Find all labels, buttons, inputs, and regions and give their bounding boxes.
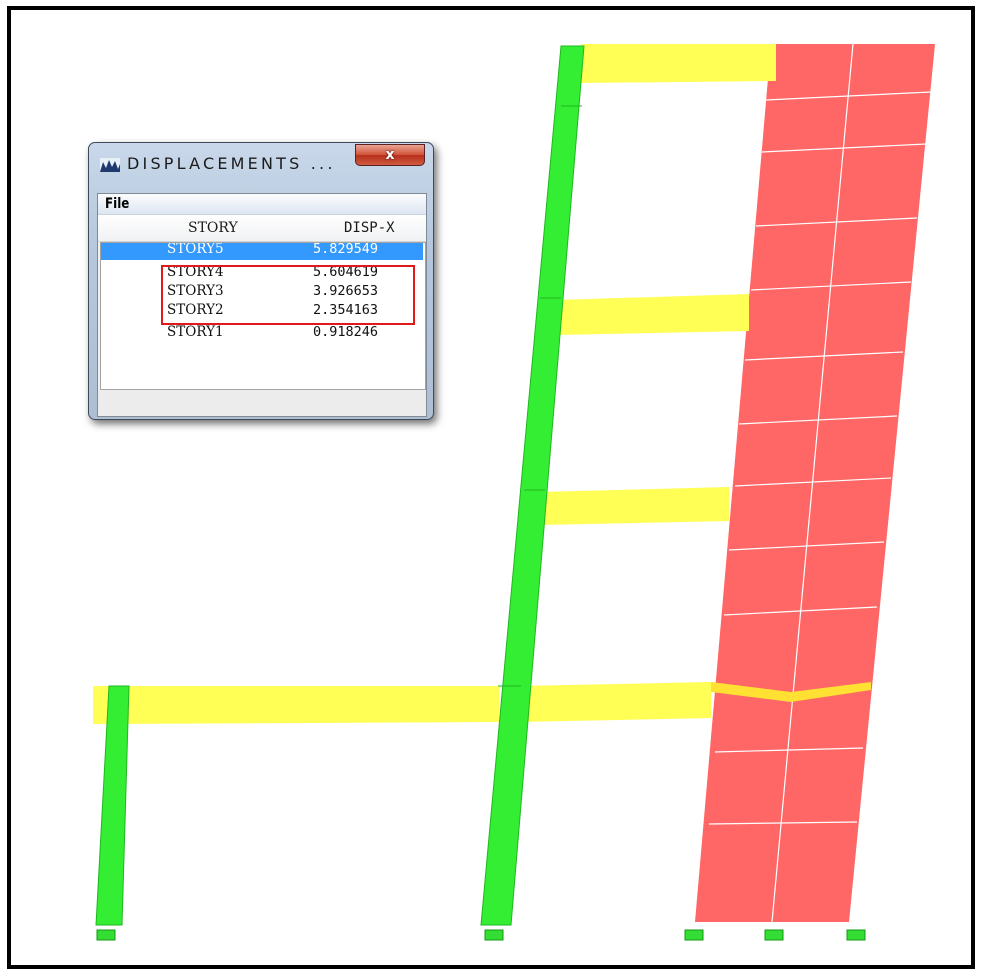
structure-drawing[interactable]	[11, 10, 971, 965]
list-row-story3[interactable]: STORY3 3.926653	[101, 280, 423, 302]
disp-x-cell: 2.354163	[313, 302, 379, 318]
disp-x-cell: 0.918246	[313, 324, 379, 340]
beam-story2-right	[519, 682, 711, 722]
shear-wall	[695, 44, 935, 922]
beam-story4	[557, 294, 749, 335]
supports	[96, 929, 866, 941]
column-left	[95, 685, 130, 926]
chart-app-icon	[100, 158, 120, 172]
beam-story3	[539, 487, 729, 525]
story-cell: STORY5	[167, 242, 224, 257]
story-cell: STORY4	[167, 264, 224, 280]
status-strip	[98, 390, 426, 416]
window-title: DISPLACEMENTS ...	[127, 154, 336, 173]
menu-file[interactable]: File	[105, 196, 130, 212]
disp-x-cell: 3.926653	[313, 283, 379, 299]
disp-x-cell: 5.829549	[313, 242, 379, 257]
story-cell: STORY3	[167, 283, 224, 299]
list-row-story2[interactable]: STORY2 2.354163	[101, 299, 423, 321]
wall-mesh-lines	[708, 43, 932, 923]
story-cell: STORY1	[167, 324, 224, 340]
highlight-annotation-box	[161, 265, 415, 325]
column-main-joints	[498, 105, 582, 687]
displacements-window[interactable]: DISPLACEMENTS ... x File STORY DISP-X ST…	[88, 142, 434, 420]
model-view[interactable]	[7, 6, 975, 969]
beam-story5	[581, 44, 776, 83]
menu-bar: File	[98, 194, 426, 215]
story-cell: STORY2	[167, 302, 224, 318]
list-header: STORY DISP-X	[98, 215, 426, 242]
list-row-story1[interactable]: STORY1 0.918246	[101, 321, 423, 343]
window-title-bar[interactable]: DISPLACEMENTS ... x	[89, 143, 433, 175]
column-header-story[interactable]: STORY	[188, 220, 238, 236]
column-main	[480, 45, 585, 926]
close-button[interactable]: x	[355, 144, 425, 166]
list-row-story4[interactable]: STORY4 5.604619	[101, 261, 423, 283]
disp-x-cell: 5.604619	[313, 264, 379, 280]
column-header-disp-x[interactable]: DISP-X	[344, 220, 395, 236]
beam-story2-wall	[711, 682, 871, 702]
list-row-story5[interactable]: STORY5 5.829549	[101, 242, 423, 260]
beam-story2-left	[93, 686, 499, 724]
